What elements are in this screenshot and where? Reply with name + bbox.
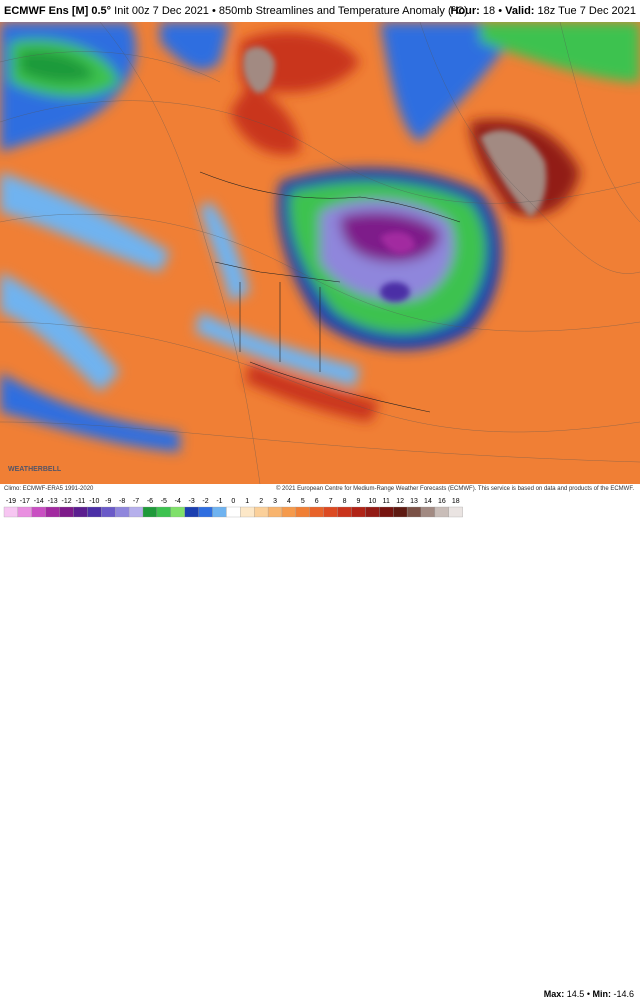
min-label: Min: — [592, 989, 611, 999]
colorbar-label: -1 — [216, 498, 222, 505]
colorbar-swatch — [198, 506, 213, 518]
colorbar-label: 13 — [410, 498, 418, 505]
colorbar-swatch — [128, 506, 144, 518]
colorbar-label: 16 — [438, 498, 446, 505]
colorbar-swatch — [87, 506, 102, 518]
colorbar-swatch — [3, 506, 19, 518]
colorbar-swatch — [420, 506, 436, 518]
colorbar-swatch — [281, 506, 297, 518]
borders — [199, 171, 461, 413]
colorbar-label: -6 — [147, 498, 153, 505]
colorbar-swatch — [295, 506, 310, 518]
colorbar-swatch — [448, 506, 463, 518]
header-right: Hour: 18 • Valid: 18z Tue 7 Dec 2021 — [450, 5, 636, 17]
max: 14.5 — [566, 989, 585, 999]
colorbar-label: 0 — [231, 498, 235, 505]
colorbar-label: -8 — [119, 498, 125, 505]
colorbar-swatch — [365, 506, 380, 518]
colorbar-swatch — [240, 506, 255, 518]
colorbar-swatch — [337, 506, 352, 518]
min: -14.6 — [613, 989, 634, 999]
colorbar-label: 11 — [383, 498, 390, 505]
colorbar-label: -13 — [48, 498, 58, 505]
colorbar-label: -19 — [6, 498, 16, 505]
colorbar-label: -14 — [34, 498, 44, 505]
colorbar-swatch — [351, 506, 366, 518]
colorbar-swatch — [17, 506, 32, 518]
colorbar-label: -2 — [202, 498, 208, 505]
colorbar-swatch — [115, 506, 130, 518]
max-label: Max: — [543, 989, 565, 999]
colorbar-swatch — [434, 506, 449, 518]
colorbar-swatch — [170, 506, 185, 518]
colorbar-label: 18 — [452, 498, 460, 505]
colorbar-swatch — [226, 506, 241, 518]
colorbar-label: -7 — [133, 498, 139, 505]
colorbar-label: 8 — [343, 498, 347, 505]
colorbar-swatch — [156, 506, 171, 518]
colorbar-label: -12 — [61, 498, 71, 505]
footer: Climo: ECMWF-ERA5 1991-2020 © 2021 Europ… — [0, 466, 640, 999]
logo: WEATHERBELL — [8, 466, 62, 473]
colorbar: -19 -17 -14 -13 -12 -11 -10 -9 -8 -7 -6 -5 -4 -3 -2 -1 0… — [3, 498, 463, 518]
colorbar-label: -5 — [161, 498, 167, 505]
colorbar-swatch — [31, 506, 46, 518]
colorbar-label: 14 — [424, 498, 432, 505]
colorbar-swatch — [393, 506, 408, 518]
colorbar-swatch — [184, 506, 199, 518]
colorbar-swatch — [406, 506, 422, 518]
hour: 18 — [482, 5, 496, 17]
valid-label: Valid: — [505, 5, 535, 17]
header-left: ECMWF Ens [M] 0.5° Init 00z 7 Dec 2021 •… — [4, 0, 468, 22]
valid: 18z Tue 7 Dec 2021 — [537, 5, 636, 17]
colorbar-label: 12 — [396, 498, 404, 505]
colorbar-label: 4 — [287, 498, 291, 505]
colorbar-swatch — [379, 506, 394, 518]
colorbar-label: -9 — [105, 498, 111, 505]
hour-label: Hour: — [450, 5, 480, 17]
colorbar-swatch — [142, 506, 158, 518]
colorbar-label: -10 — [89, 498, 99, 505]
colorbar-swatch — [45, 506, 60, 518]
colorbar-label: 6 — [315, 498, 319, 505]
colorbar-label: 3 — [273, 498, 277, 505]
colorbar-swatch — [267, 506, 283, 518]
description: Init 00z 7 Dec 2021 • 850mb Streamlines … — [114, 5, 468, 17]
colorbar-label: -3 — [189, 498, 195, 505]
colorbar-label: 10 — [368, 498, 376, 505]
colorbar-label: -11 — [76, 498, 86, 505]
header: ECMWF Ens [M] 0.5° Init 00z 7 Dec 2021 •… — [0, 0, 640, 22]
colorbar-label: 5 — [301, 498, 305, 505]
colorbar-swatch — [59, 506, 74, 518]
colorbar-swatch — [309, 506, 324, 518]
colorbar-swatch — [323, 506, 338, 518]
colorbar-label: -17 — [20, 498, 30, 505]
climo: Climo: ECMWF-ERA5 1991-2020 — [4, 486, 94, 492]
model: ECMWF Ens [M] 0.5° — [4, 5, 112, 17]
streamlines — [0, 22, 640, 484]
colorbar-label: 2 — [259, 498, 263, 505]
colorbar-label: 1 — [245, 498, 249, 505]
colorbar-swatch — [212, 506, 227, 518]
colorbar-swatch — [254, 506, 269, 518]
colorbar-label: 7 — [329, 498, 333, 505]
colorbar-swatch — [73, 506, 88, 518]
copyright: © 2021 European Centre for Medium-Range … — [275, 486, 634, 492]
max-min: Max: 14.5 • Min: -14.6 — [543, 989, 634, 999]
colorbar-label: -4 — [175, 498, 181, 505]
map — [0, 22, 640, 484]
anomaly-field — [0, 22, 640, 484]
colorbar-swatch — [101, 506, 116, 518]
colorbar-label: 9 — [356, 498, 360, 505]
